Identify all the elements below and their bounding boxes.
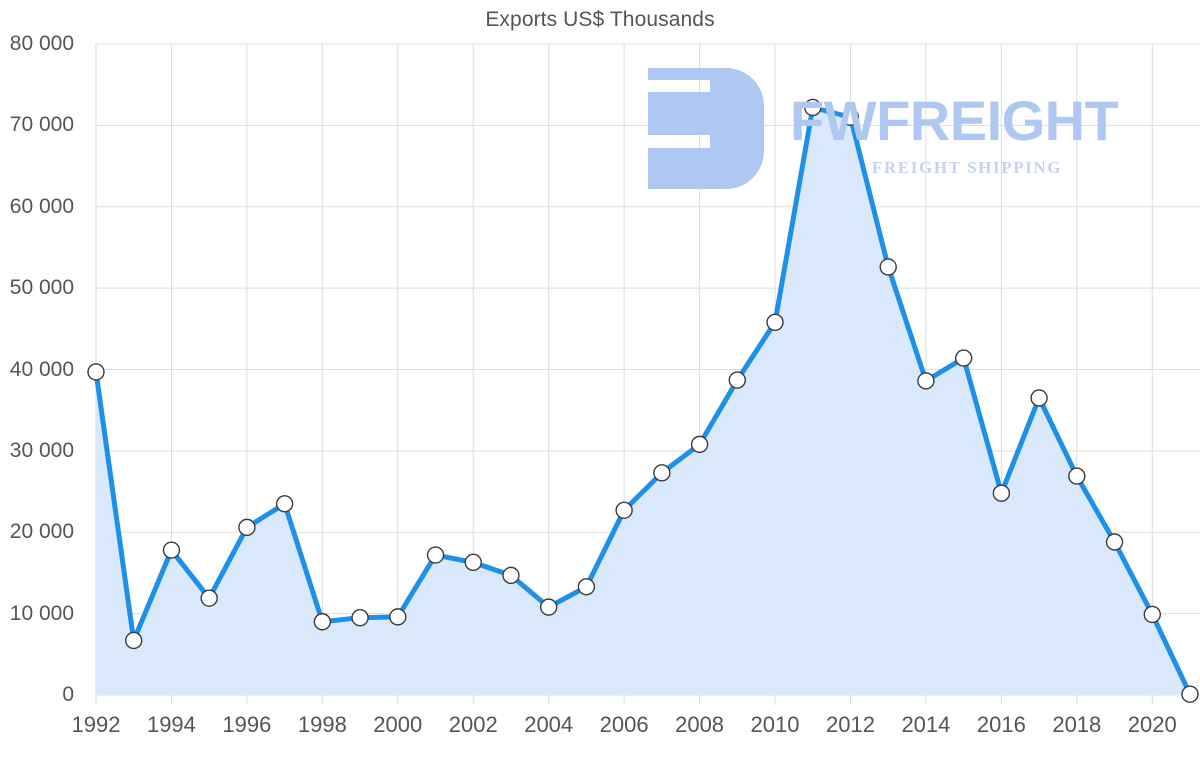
x-axis-tick-label: 2016 (976, 712, 1026, 737)
data-point-marker[interactable]: 2012: 71000 (841, 108, 860, 126)
x-axis-tick-label: 1992 (71, 712, 121, 737)
y-axis-tick-label: 60 000 (9, 194, 74, 218)
y-axis-tick-label: 80 000 (9, 32, 74, 55)
area-fill (96, 107, 1190, 696)
data-point-marker[interactable]: 2014: 38600 (917, 372, 935, 390)
data-point-marker[interactable]: 1999: 9500 (351, 608, 369, 627)
x-axis-tick-label: 1994 (146, 712, 196, 737)
y-axis-tick-label: 40 000 (9, 357, 74, 381)
data-point-marker[interactable]: 2002: 16300 (464, 553, 482, 572)
data-point-markers: 1992: 39700 1993: 6700 1994: 17800 1995: 11… (87, 98, 1199, 703)
data-point-marker[interactable]: 2009: 38700 (728, 371, 747, 389)
data-point-marker[interactable]: 1998: 9000 (313, 613, 332, 631)
chart-title: Exports US$ Thousands (485, 8, 715, 31)
data-point-marker[interactable]: 2006: 22700 (615, 501, 633, 519)
x-axis-tick-label: 2012 (825, 712, 875, 737)
y-axis-tick-label: 20 000 (9, 520, 74, 544)
data-point-marker[interactable]: 1994: 17800 (162, 541, 181, 559)
data-point-marker[interactable]: 2008: 30800 (690, 435, 709, 454)
x-axis-tick-label: 2014 (901, 712, 951, 737)
data-point-marker[interactable]: 2017: 36500 (1030, 389, 1048, 407)
x-axis-tick-label: 2018 (1052, 712, 1102, 737)
y-axis-tick-label: 30 000 (9, 438, 74, 462)
y-axis-tick-label: 70 000 (9, 113, 74, 137)
x-axis-tick-label: 2006 (599, 712, 649, 737)
data-point-marker[interactable]: 1993: 6700 (125, 631, 143, 650)
x-axis-tick-label: 2008 (675, 712, 725, 737)
x-axis-tick-label: 2002 (448, 712, 498, 737)
x-axis-tick-label: 1996 (222, 712, 272, 737)
data-point-marker[interactable]: 2004: 10800 (539, 598, 558, 616)
x-axis-tick-label: 2020 (1127, 712, 1177, 737)
x-axis-tick-label: 2010 (750, 712, 800, 737)
data-point-marker[interactable]: 2020: 9900 (1143, 605, 1161, 624)
x-axis-tick-label: 2004 (524, 712, 574, 737)
y-axis-ticks: 0 10 000 20 000 30 000 40 000 50 000 60 000 70 … (0, 0, 74, 763)
x-axis-tick-label: 1998 (297, 712, 347, 737)
data-point-marker[interactable]: 2015: 41400 (954, 349, 973, 367)
data-point-marker[interactable]: 2019: 18800 (1105, 533, 1124, 551)
data-point-marker[interactable]: 2007: 27300 (653, 464, 671, 482)
data-point-marker[interactable]: 2021: 100 (1181, 685, 1199, 703)
data-point-marker[interactable]: 2000: 9600 (389, 608, 407, 626)
y-axis-tick-label: 10 000 (9, 601, 74, 625)
data-point-marker[interactable]: 1995: 11900 (200, 589, 218, 607)
data-point-marker[interactable]: 2005: 13300 (577, 578, 596, 596)
data-point-marker[interactable]: 2016: 24800 (992, 484, 1011, 502)
data-point-marker[interactable]: 1997: 23500 (275, 495, 294, 513)
data-point-marker[interactable]: 2010: 45800 (766, 313, 784, 331)
y-axis-tick-label: 0 (62, 683, 74, 706)
data-point-marker[interactable]: 1992: 39700 (87, 363, 105, 381)
data-point-marker[interactable]: 2011: 72200 (804, 98, 822, 117)
data-point-marker[interactable]: 2013: 52600 (879, 258, 897, 276)
data-point-marker[interactable]: 2018: 26900 (1068, 467, 1086, 485)
y-axis-tick-label: 50 000 (9, 276, 74, 300)
x-axis-tick-label: 2000 (373, 712, 423, 737)
data-point-marker[interactable]: 2003: 14700 (502, 566, 520, 585)
data-point-marker[interactable]: 2001: 17200 (426, 546, 445, 564)
data-point-marker[interactable]: 1996: 20600 (238, 518, 256, 537)
